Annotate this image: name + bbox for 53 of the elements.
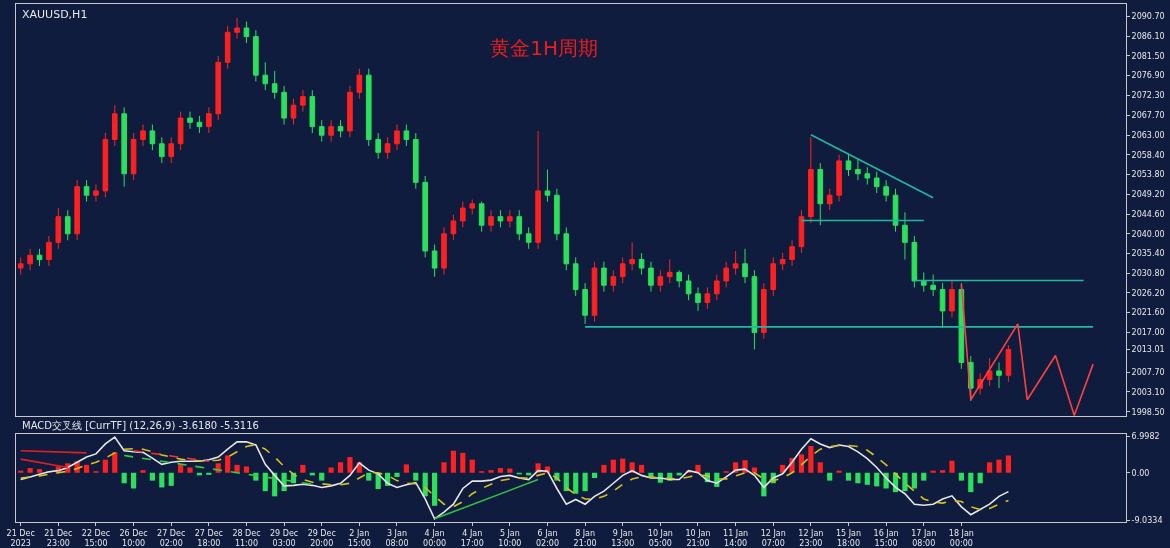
x-tick-label: 6 Jan 02:00 <box>535 528 560 548</box>
y-tick-label: 2026.20 <box>1131 288 1165 298</box>
y-tick-label: 2090.70 <box>1131 12 1165 22</box>
y-tick-label: 2081.50 <box>1131 51 1165 61</box>
x-tick-label: 21 Dec 2023 <box>6 528 35 548</box>
x-tick-label: 22 Dec 15:00 <box>81 528 111 548</box>
y-tick-label: 2044.60 <box>1131 209 1165 219</box>
x-tick-label: 18 Jan 00:00 <box>948 528 974 548</box>
x-tick-label: 15 Jan 18:00 <box>835 528 862 548</box>
y-tick-label: 0.00 <box>1131 468 1150 478</box>
x-tick-label: 12 Jan 07:00 <box>760 528 786 548</box>
y-tick-label: 2086.10 <box>1131 31 1165 41</box>
x-tick-label: 29 Dec 03:00 <box>269 528 299 548</box>
x-tick-label: 2 Jan 15:00 <box>347 528 371 548</box>
x-tick-label: 4 Jan 00:00 <box>423 528 447 548</box>
y-tick-label: 2053.80 <box>1131 170 1165 180</box>
y-tick-label: 2003.10 <box>1131 387 1165 397</box>
y-tick-label: 2021.60 <box>1131 308 1165 318</box>
y-tick-label: 2076.90 <box>1131 71 1165 81</box>
x-tick-label: 8 Jan 21:00 <box>573 528 597 548</box>
y-tick-label: 2007.70 <box>1131 368 1165 378</box>
x-tick-label: 3 Jan 08:00 <box>385 528 409 548</box>
y-tick-label: -9.0334 <box>1131 515 1163 525</box>
y-tick-label: 2017.00 <box>1131 328 1165 338</box>
y-tick-label: 6.9982 <box>1131 431 1160 441</box>
x-tick-label: 29 Dec 20:00 <box>307 528 336 548</box>
y-tick-label: 2072.30 <box>1131 91 1165 101</box>
annotation: XAUUSD,H1 <box>22 8 88 21</box>
y-tick-label: 2030.80 <box>1131 269 1165 279</box>
x-tick-label: 26 Dec 10:00 <box>119 528 148 548</box>
y-tick-label: 2049.20 <box>1131 190 1165 200</box>
x-tick-label: 27 Dec 18:00 <box>194 528 223 548</box>
y-tick-label: 2040.00 <box>1131 229 1165 239</box>
x-tick-label: 17 Jan 08:00 <box>911 528 937 548</box>
y-tick-label: 2035.40 <box>1131 249 1165 259</box>
x-tick-label: 10 Jan 05:00 <box>647 528 673 548</box>
y-tick-label: 2013.01 <box>1131 345 1165 355</box>
text: MACD交叉线 [CurrTF] (12,26,9) -3.6180 -5.3116 <box>22 420 259 431</box>
x-tick-label: 5 Jan 10:00 <box>498 528 522 548</box>
x-tick-label: 10 Jan 21:00 <box>685 528 711 548</box>
x-tick-label: 12 Jan 23:00 <box>798 528 824 548</box>
x-tick-label: 11 Jan 14:00 <box>723 528 749 548</box>
y-tick-label: 2063.00 <box>1131 130 1165 140</box>
x-tick-label: 9 Jan 13:00 <box>611 528 635 548</box>
x-tick-label: 27 Dec 02:00 <box>157 528 186 548</box>
y-tick-label: 2058.40 <box>1131 150 1165 160</box>
y-tick-label: 1998.50 <box>1131 407 1165 417</box>
x-tick-label: 21 Dec 23:00 <box>44 528 73 548</box>
x-tick-label: 4 Jan 17:00 <box>460 528 484 548</box>
text: 黄金1H周期 <box>490 36 598 60</box>
x-tick-label: 28 Dec 11:00 <box>232 528 261 548</box>
x-tick-label: 16 Jan 15:00 <box>873 528 899 548</box>
y-tick-label: 2067.70 <box>1131 110 1165 120</box>
